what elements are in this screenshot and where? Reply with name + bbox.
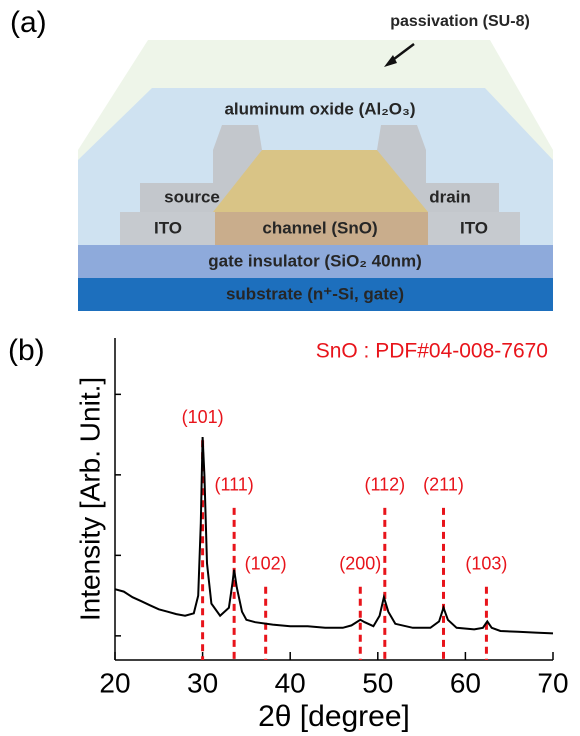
peak-label: (200) <box>339 553 381 573</box>
drain-label: drain <box>429 187 471 206</box>
ito-right-block <box>428 212 520 245</box>
x-tick-label: 70 <box>537 667 568 698</box>
insulator-layer <box>78 245 553 278</box>
peak-label: (103) <box>465 553 507 573</box>
peak-label: (112) <box>364 475 405 495</box>
panel-label: (b) <box>8 334 45 367</box>
ito-left-block <box>120 212 215 245</box>
annotation: SnO : PDF#04-008-7670 <box>316 340 548 363</box>
x-tick-label: 40 <box>275 667 306 698</box>
peak-label: (101) <box>182 407 224 427</box>
xrd-chart: (b) 20 30 40 50 60 70 2θ [degree] Intensity [Ar… <box>8 334 569 733</box>
substrate-label: substrate (n⁺-Si, gate) <box>226 284 404 303</box>
oxide-label: aluminum oxide (Al₂O₃) <box>224 99 415 118</box>
insulator-label: gate insulator (SiO₂ 40nm) <box>208 251 421 270</box>
y-axis-title: Intensity [Arb. Unit.] <box>74 377 105 621</box>
x-tick-label: 50 <box>362 667 393 698</box>
panel-label: (a) <box>10 6 47 39</box>
arrow-head <box>384 55 397 67</box>
passivation-label: passivation (SU-8) <box>390 13 530 30</box>
substrate-layer <box>78 278 553 311</box>
peak-label: (211) <box>423 475 464 495</box>
peak-label: (102) <box>245 553 287 573</box>
x-tick-label: 30 <box>187 667 218 698</box>
channel-label: channel (SnO) <box>262 218 377 237</box>
ito-label: ITO <box>154 218 182 237</box>
ito-label: ITO <box>460 218 488 237</box>
x-tick-label: 20 <box>99 667 130 698</box>
x-axis-title: 2θ [degree] <box>258 700 410 733</box>
peak-label: (111) <box>214 475 253 495</box>
device-diagram: (a) passivation (SU-8) aluminum oxide (A… <box>10 6 553 311</box>
x-tick-label: 60 <box>450 667 481 698</box>
channel-top <box>213 150 428 212</box>
source-label: source <box>164 187 220 206</box>
channel-block <box>215 212 428 245</box>
data-line <box>114 436 554 635</box>
